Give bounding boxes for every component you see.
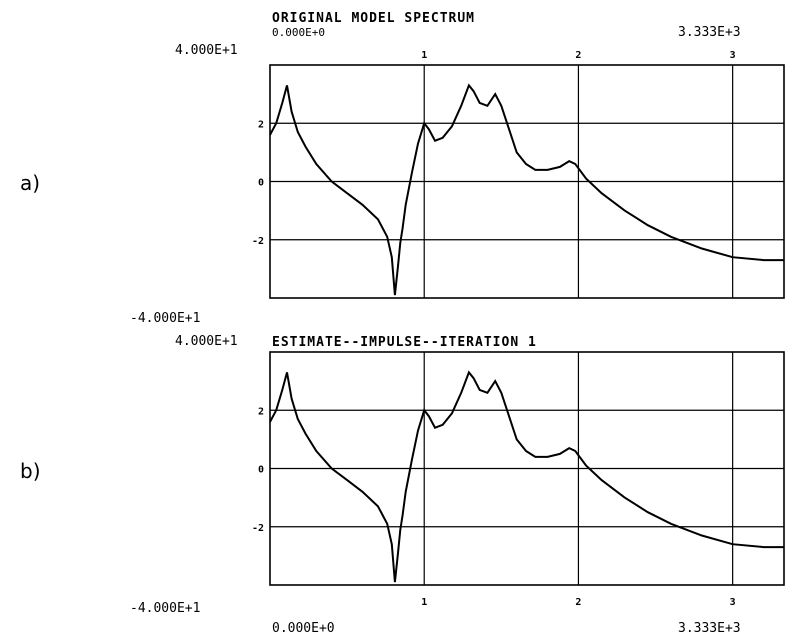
panel-b-y-bottom-label: -4.000E+1 [130,601,200,616]
panel-b-ticks: 1 2 3 2 0 -2 [252,406,736,608]
x-tick-label: 3 [730,50,736,61]
panel-a-y-bottom-label: -4.000E+1 [130,311,200,326]
panel-b-x-end-label: 3.333E+3 [678,621,741,636]
panel-a-series-line [269,83,784,296]
panel-b: b) ESTIMATE--IMPULSE--ITERATION 1 4.000E… [20,334,785,636]
x-tick-label: 1 [421,50,427,61]
panel-b-series-line [269,370,784,583]
panel-b-title: ESTIMATE--IMPULSE--ITERATION 1 [272,335,537,350]
panel-a-title: ORIGINAL MODEL SPECTRUM [272,11,475,26]
panel-b-y-top-label: 4.000E+1 [175,334,238,349]
panel-a-label: a) [20,171,40,195]
x-tick-label: 2 [575,597,581,608]
panel-a-grid [270,65,784,298]
y-tick-label: 0 [258,465,264,476]
y-tick-label: 2 [258,406,264,417]
y-tick-label: 0 [258,178,264,189]
panel-b-grid [270,352,784,585]
panel-a-ticks: 1 2 3 2 0 -2 [252,50,736,247]
panel-a-y-top-label: 4.000E+1 [175,43,238,58]
y-tick-label: -2 [252,523,264,534]
y-tick-label: 2 [258,119,264,130]
y-tick-label: -2 [252,236,264,247]
x-tick-label: 1 [421,597,427,608]
panel-b-x-start-label: 0.000E+0 [272,621,335,636]
x-tick-label: 2 [575,50,581,61]
x-tick-label: 3 [730,597,736,608]
panel-a-x-end-label: 3.333E+3 [678,25,741,40]
panel-b-label: b) [20,459,41,483]
panel-a-x-start-label: 0.000E+0 [272,26,325,39]
panel-a: a) ORIGINAL MODEL SPECTRUM 0.000E+0 3.33… [20,11,785,326]
